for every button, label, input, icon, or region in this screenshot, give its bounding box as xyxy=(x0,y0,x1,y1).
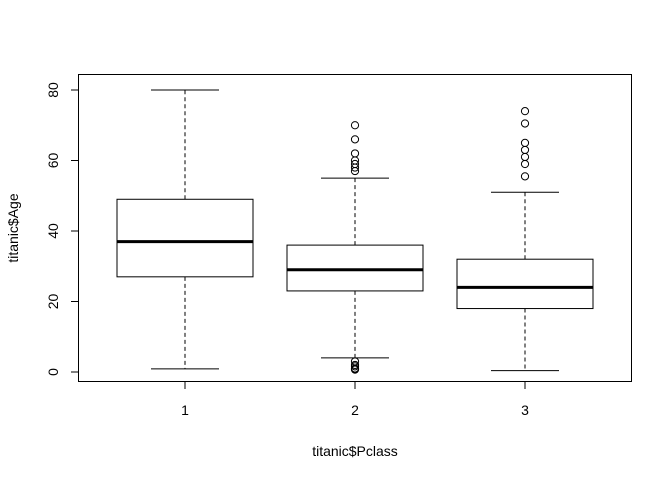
x-tick-label: 1 xyxy=(181,402,189,418)
y-axis: 0 20 40 60 80 xyxy=(45,82,79,376)
iqr-box xyxy=(116,198,254,278)
outlier-point xyxy=(350,362,360,371)
box-group-3 xyxy=(456,107,594,372)
box-marks xyxy=(116,89,594,374)
y-tick-label: 60 xyxy=(45,153,61,169)
y-tick-label: 80 xyxy=(45,82,61,98)
x-axis: 1 2 3 xyxy=(181,381,529,418)
outlier-point xyxy=(520,107,530,116)
outlier-point xyxy=(520,152,530,162)
outlier-point xyxy=(350,149,360,158)
y-tick-label: 0 xyxy=(45,368,61,376)
outlier-point xyxy=(520,159,530,169)
outlier-point xyxy=(350,135,360,144)
outlier-point xyxy=(520,119,530,128)
outlier-point xyxy=(520,145,530,155)
x-axis-label: titanic$Pclass xyxy=(312,443,398,459)
y-axis-label: titanic$Age xyxy=(5,193,21,262)
outlier-point xyxy=(350,159,360,169)
y-tick-label: 20 xyxy=(45,294,61,310)
outlier-point xyxy=(350,121,360,130)
box-group-2 xyxy=(286,121,424,374)
box-group-1 xyxy=(116,89,254,370)
outlier-point xyxy=(520,138,530,147)
outlier-point xyxy=(350,365,360,374)
y-tick-label: 40 xyxy=(45,223,61,239)
outlier-point xyxy=(520,172,530,181)
iqr-box xyxy=(286,244,424,292)
x-tick-label: 3 xyxy=(521,402,529,418)
iqr-box xyxy=(456,258,594,310)
x-tick-label: 2 xyxy=(351,402,359,418)
